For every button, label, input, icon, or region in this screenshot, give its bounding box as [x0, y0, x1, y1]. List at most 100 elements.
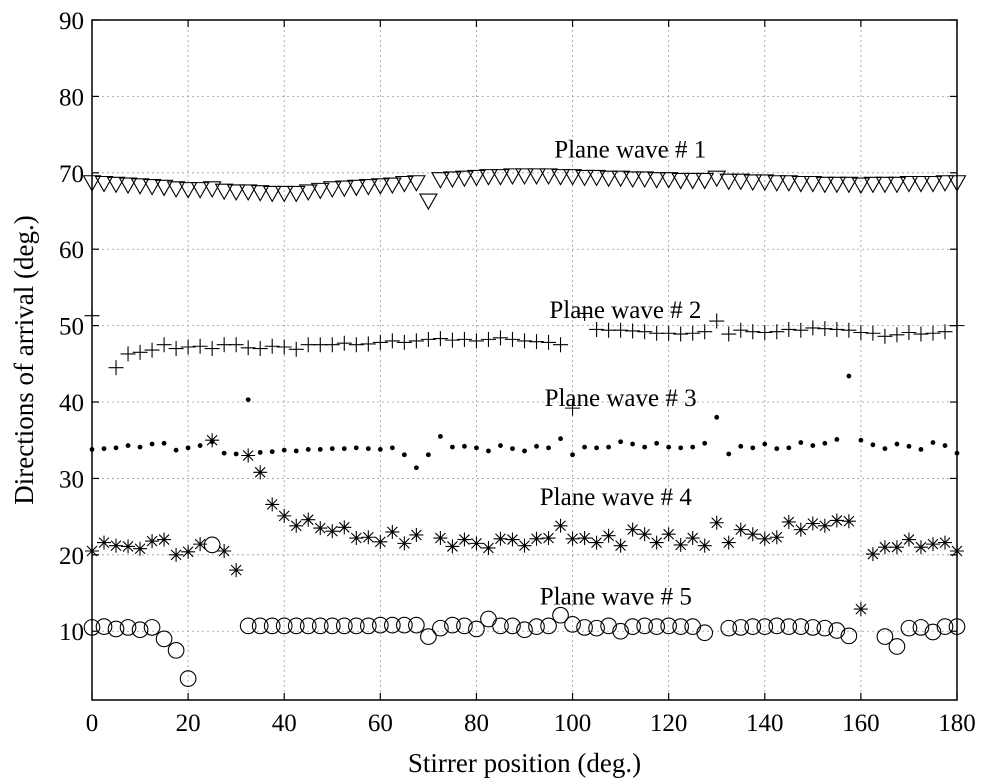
asterisk-marker: [769, 530, 784, 545]
plus-marker: [841, 322, 857, 338]
dot-marker: [882, 446, 888, 452]
circle-marker: [600, 617, 617, 635]
plus-marker: [192, 338, 208, 354]
dot-marker: [365, 446, 371, 452]
asterisk-marker: [913, 540, 928, 555]
circle-marker: [299, 617, 317, 635]
plus-marker: [180, 339, 196, 355]
circle-marker: [347, 617, 365, 635]
dot-marker: [233, 451, 239, 457]
triangle-marker: [178, 182, 198, 199]
circle-marker: [840, 627, 858, 645]
asterisk-marker: [709, 515, 724, 530]
asterisk-marker: [301, 512, 316, 527]
triangle-marker: [527, 168, 546, 185]
triangle-marker: [767, 175, 787, 192]
circle-marker: [275, 617, 293, 635]
asterisk-marker: [853, 602, 868, 617]
dot-marker: [606, 444, 611, 450]
circle-marker: [552, 606, 569, 624]
asterisk-marker: [781, 514, 796, 529]
asterisk-marker: [925, 537, 940, 552]
asterisk-marker: [313, 521, 328, 536]
triangle-marker: [479, 169, 498, 186]
triangle-marker: [250, 185, 270, 202]
plus-marker: [408, 333, 424, 349]
asterisk-marker: [493, 531, 508, 546]
circle-marker: [107, 620, 125, 638]
circle-marker: [648, 618, 666, 636]
circle-marker: [179, 670, 197, 687]
dot-marker: [930, 440, 936, 445]
plus-marker: [937, 324, 953, 340]
dot-marker: [401, 452, 407, 458]
plus-marker: [853, 324, 869, 340]
plus-marker: [288, 341, 304, 357]
circle-marker: [504, 617, 521, 635]
plus-marker: [517, 333, 532, 349]
asterisk-marker: [217, 544, 232, 559]
triangle-marker: [635, 171, 655, 189]
circle-marker: [924, 623, 942, 641]
dot-marker: [425, 452, 431, 458]
plus-marker: [553, 337, 569, 353]
circle-marker: [696, 624, 714, 642]
circle-marker: [311, 617, 329, 635]
triangle-marker: [202, 181, 222, 198]
circle-marker: [456, 617, 473, 635]
triangle-marker: [166, 181, 186, 198]
triangle-marker: [803, 175, 823, 193]
dot-marker: [690, 444, 696, 450]
asterisk-marker: [745, 527, 760, 542]
plus-marker: [156, 337, 172, 353]
asterisk-marker: [181, 544, 196, 559]
plus-marker: [673, 326, 689, 342]
y-tick-label: 10: [59, 619, 84, 646]
circle-marker: [323, 617, 341, 635]
asterisk-marker: [361, 530, 376, 545]
circle-marker: [239, 617, 257, 635]
plus-marker: [468, 333, 484, 349]
triangle-marker: [887, 176, 907, 194]
asterisk-marker: [829, 513, 844, 528]
asterisk-marker: [289, 518, 304, 533]
plus-marker: [492, 330, 508, 346]
dot-marker: [942, 443, 948, 448]
dot-marker: [822, 440, 828, 446]
triangle-marker: [190, 182, 210, 199]
triangle-marker: [815, 176, 835, 194]
triangle-marker: [130, 178, 150, 195]
dot-marker: [281, 447, 287, 453]
asterisk-marker: [373, 534, 388, 549]
triangle-marker: [599, 170, 619, 188]
triangle-marker: [382, 177, 402, 195]
circle-marker: [287, 617, 305, 635]
triangle-marker: [106, 176, 126, 194]
circle-marker: [900, 619, 918, 637]
plus-marker: [444, 332, 460, 348]
dot-marker: [558, 436, 563, 442]
circle-marker: [468, 620, 485, 638]
asterisk-marker: [253, 465, 268, 480]
plus-marker: [613, 322, 629, 338]
circle-marker: [155, 630, 173, 648]
dot-marker: [738, 443, 744, 449]
plus-marker: [745, 324, 761, 340]
circle-marker: [143, 619, 161, 636]
circle-marker: [420, 628, 437, 645]
dot-marker: [137, 444, 143, 450]
triangle-marker: [406, 175, 426, 192]
circle-marker: [936, 618, 954, 636]
circle-marker: [720, 619, 738, 637]
plus-marker: [336, 335, 352, 351]
asterisk-marker: [433, 531, 448, 546]
series-3: [89, 373, 960, 471]
triangle-marker: [839, 176, 859, 194]
dot-marker: [858, 437, 864, 443]
asterisk-marker: [577, 531, 592, 546]
triangle-marker: [454, 170, 474, 188]
asterisk-marker: [241, 448, 256, 463]
plus-marker: [781, 321, 797, 337]
dot-marker: [918, 446, 924, 452]
triangle-marker: [467, 169, 486, 187]
